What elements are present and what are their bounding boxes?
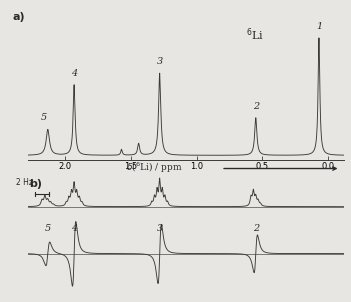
Text: 2 Hz: 2 Hz bbox=[16, 178, 33, 187]
Text: 4: 4 bbox=[71, 69, 77, 78]
Text: 4: 4 bbox=[71, 224, 77, 233]
Text: 2: 2 bbox=[253, 224, 259, 233]
Text: 2: 2 bbox=[253, 102, 259, 111]
Text: 5: 5 bbox=[45, 224, 51, 233]
Text: 3: 3 bbox=[157, 57, 163, 66]
Text: b): b) bbox=[29, 179, 42, 189]
Text: 1: 1 bbox=[316, 22, 322, 31]
Text: $^{6}$Li: $^{6}$Li bbox=[246, 26, 265, 43]
Text: $\delta$($^{6}$Li) / ppm: $\delta$($^{6}$Li) / ppm bbox=[126, 160, 183, 175]
Text: a): a) bbox=[12, 12, 25, 22]
Text: 3: 3 bbox=[157, 224, 163, 233]
Text: 5: 5 bbox=[41, 114, 47, 123]
